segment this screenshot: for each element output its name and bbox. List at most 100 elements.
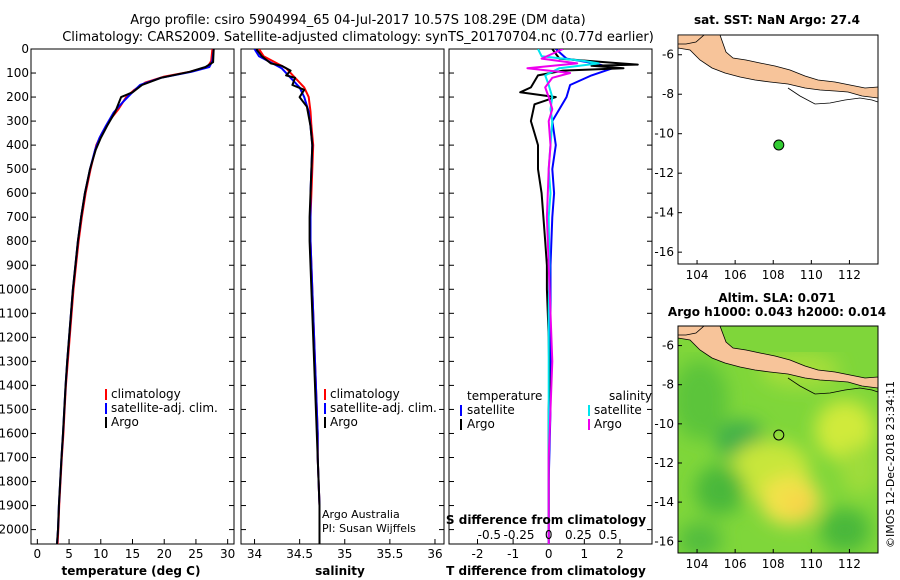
sst-map-title: sat. SST: NaN Argo: 27.4	[694, 13, 860, 27]
temperature-plot-frame	[30, 48, 235, 545]
x-tick-label: 10	[93, 547, 108, 561]
legend-label: Argo	[467, 417, 495, 431]
x-tick-label: 15	[125, 547, 140, 561]
legend-label: Argo	[111, 415, 139, 429]
s-tick-label: 0	[545, 528, 553, 542]
map-y-tick-label: -14	[654, 495, 674, 509]
sst-map-land-java	[678, 35, 878, 99]
argo-credit-line1: Argo Australia	[322, 508, 400, 521]
s-difference-label: S difference from climatology	[446, 513, 646, 527]
sla-map-frame	[677, 325, 879, 554]
sst-map-land-sumatra	[678, 35, 705, 45]
map-y-tick-label: -10	[654, 417, 674, 431]
series-line-argo	[255, 49, 321, 544]
y-tick-label: 1600	[0, 426, 29, 440]
y-tick-label: 1000	[0, 282, 29, 296]
x-tick-label: 2	[616, 547, 624, 561]
x-tick-label: 5	[65, 547, 73, 561]
x-tick-label: -2	[472, 547, 484, 561]
salinity-axis-ticks: 34 34.5 35 35.5 36	[241, 48, 444, 561]
x-tick-label: 30	[220, 547, 235, 561]
x-tick-label: 25	[188, 547, 203, 561]
x-tick-label: 20	[157, 547, 172, 561]
legend-label: climatology	[330, 387, 400, 401]
y-tick-label: 1800	[0, 475, 29, 489]
legend-label: satellite	[467, 403, 515, 417]
argo-credit-line2: PI: Susan Wijffels	[322, 522, 416, 535]
sla-map-land-java	[678, 326, 878, 389]
y-tick-label: 1200	[0, 330, 29, 344]
y-tick-label: 2000	[0, 523, 29, 537]
map-y-tick-label: -8	[662, 87, 674, 101]
y-tick-label: 0	[21, 42, 29, 56]
x-tick-label: 35	[337, 547, 352, 561]
map-x-tick-label: 108	[762, 557, 785, 571]
y-tick-label: 200	[6, 90, 29, 104]
map-x-tick-label: 110	[800, 557, 823, 571]
imos-credit: ©IMOS 12-Dec-2018 23:34:11	[884, 381, 897, 548]
sst-map-axis-ticks: 104 106 108 110 112 -6 -8 -10 -12 -14 -16	[654, 48, 860, 282]
legend-label: satellite-adj. clim.	[111, 401, 218, 415]
temperature-xlabel: temperature (deg C)	[62, 564, 201, 578]
map-y-tick-label: -12	[654, 456, 674, 470]
series-line-salinity-argo	[526, 49, 579, 544]
sla-map-axis-ticks: 104 106 108 110 112 -6 -8 -10 -12 -14 -16	[654, 339, 860, 571]
x-tick-label: 34	[247, 547, 262, 561]
difference-xlabel: T difference from climatology	[446, 564, 646, 578]
salinity-series	[253, 49, 321, 544]
sla-map-title-line2: Argo h1000: 0.043 h2000: 0.014	[668, 305, 886, 319]
salinity-panel: 34 34.5 35 35.5 36 climatologysatellite-adj.…	[240, 48, 445, 578]
sla-map-title-line1: Altim. SLA: 0.071	[718, 291, 835, 305]
map-y-tick-label: -12	[654, 166, 674, 180]
difference-series	[519, 49, 639, 544]
legend-label: climatology	[111, 387, 181, 401]
difference-panel: -2 -1 0 1 2 temperature salinitysatelliteArgo…	[446, 48, 653, 578]
map-x-tick-label: 110	[800, 268, 823, 282]
difference-plot-frame	[448, 48, 653, 545]
series-line-salinity-satellite	[537, 49, 600, 544]
y-tick-label: 100	[6, 66, 29, 80]
temperature-panel: 0 5 10 15 20 25 300100200300400500600700800900…	[0, 42, 235, 578]
sla-map-land-sumatra	[678, 326, 705, 336]
s-tick-label: 0.25	[565, 528, 592, 542]
legend-heading-salinity: salinity	[609, 389, 652, 403]
salinity-xlabel: salinity	[315, 564, 365, 578]
legend-label: satellite-adj. clim.	[330, 401, 437, 415]
temperature-axis-ticks: 0 5 10 15 20 25 300100200300400500600700800900…	[0, 42, 235, 561]
y-tick-label: 300	[6, 114, 29, 128]
sla-map-argo-marker	[773, 429, 785, 441]
x-tick-label: 36	[427, 547, 442, 561]
map-x-tick-label: 104	[686, 557, 709, 571]
difference-legend: temperature salinitysatelliteArgosatellit…	[460, 389, 652, 431]
legend-label: Argo	[594, 417, 622, 431]
map-y-tick-label: -14	[654, 206, 674, 220]
y-tick-label: 900	[6, 258, 29, 272]
salinity-plot-frame	[240, 48, 445, 545]
sst-map-land-bali	[787, 87, 878, 105]
sla-map: Altim. SLA: 0.071 Argo h1000: 0.043 h200…	[654, 291, 886, 571]
x-tick-label: 0	[545, 547, 553, 561]
y-tick-label: 1700	[0, 450, 29, 464]
y-tick-label: 1900	[0, 499, 29, 513]
temperature-series	[56, 49, 215, 544]
y-tick-label: 1500	[0, 402, 29, 416]
y-tick-label: 1400	[0, 378, 29, 392]
difference-axis-ticks: -2 -1 0 1 2	[449, 48, 652, 561]
legend-label: satellite	[594, 403, 642, 417]
map-y-tick-label: -6	[662, 48, 674, 62]
y-tick-label: 1100	[0, 306, 29, 320]
x-tick-label: -1	[507, 547, 519, 561]
series-line-argo	[56, 49, 215, 544]
figure-title-line2: Climatology: CARS2009. Satellite-adjuste…	[62, 30, 654, 45]
s-tick-label: -0.25	[504, 528, 535, 542]
map-y-tick-label: -8	[662, 378, 674, 392]
y-tick-label: 500	[6, 162, 29, 176]
map-x-tick-label: 104	[686, 268, 709, 282]
sla-map-land-bali	[787, 377, 878, 395]
s-tick-label: -0.5	[478, 528, 501, 542]
x-tick-label: 34.5	[286, 547, 313, 561]
legend-heading-temperature: temperature	[467, 389, 542, 403]
s-difference-axis-labels: -0.5 -0.25 0 0.25 0.5	[478, 528, 618, 542]
